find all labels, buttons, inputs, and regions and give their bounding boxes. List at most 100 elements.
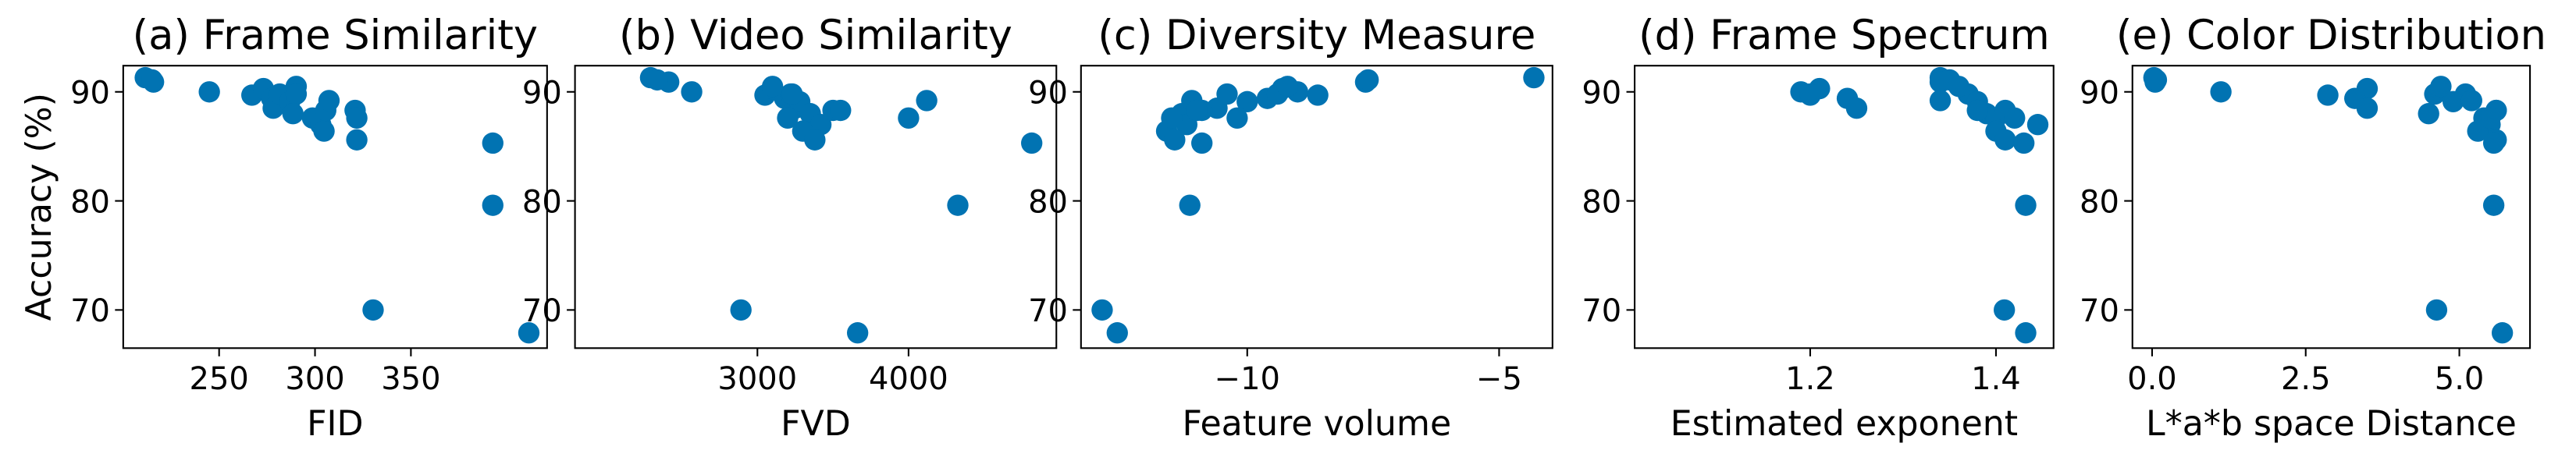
point — [1994, 129, 2016, 151]
panel-title: (e) Color Distribution — [2116, 12, 2546, 59]
point — [804, 129, 826, 151]
point — [1929, 90, 1952, 112]
x-tick-label: 350 — [381, 361, 440, 397]
y-tick-label: 80 — [2080, 184, 2119, 220]
point — [1226, 107, 1248, 129]
point — [761, 76, 784, 98]
point — [313, 120, 335, 142]
panel: 70 80 90 0.0 2.5 5.0 (e) Color Distribution L*a… — [2080, 12, 2546, 444]
y-tick-label: 80 — [70, 184, 110, 220]
panel: 70 80 90 −10 −5 (c) Diversity Measure Feature … — [1028, 12, 1553, 444]
point — [1021, 132, 1043, 154]
point — [2317, 84, 2339, 106]
y-tick-label: 80 — [1582, 184, 1621, 220]
panel-title: (a) Frame Similarity — [133, 12, 538, 59]
point — [1106, 322, 1128, 344]
point — [1276, 76, 1299, 98]
point — [2425, 299, 2448, 321]
x-axis-label: L*a*b space Distance — [2146, 404, 2517, 444]
x-axis-label: FID — [307, 404, 363, 444]
point — [646, 69, 668, 91]
point — [2482, 194, 2505, 216]
y-tick-label: 70 — [522, 293, 562, 329]
point — [2482, 132, 2505, 154]
point — [947, 194, 969, 216]
x-tick-label: −10 — [1215, 361, 1280, 397]
x-tick-label: −5 — [1476, 361, 1522, 397]
panel: 70 80 90 3000 4000 (b) Video Similarity FVD — [522, 12, 1058, 444]
y-tick-label: 90 — [2080, 75, 2119, 111]
point — [846, 322, 869, 344]
point — [777, 107, 799, 129]
point — [1357, 69, 1379, 91]
y-tick-label: 70 — [1028, 293, 1068, 329]
x-axis-label: Feature volume — [1182, 404, 1451, 444]
point — [898, 107, 920, 129]
point — [1186, 99, 1208, 122]
x-axis-label: Estimated exponent — [1670, 404, 2018, 444]
axes-frame — [574, 65, 1058, 349]
point — [781, 83, 803, 105]
point — [830, 99, 852, 122]
point — [916, 90, 938, 112]
x-tick-label: 3000 — [717, 361, 797, 397]
y-tick-label: 70 — [2080, 293, 2119, 329]
point — [2479, 107, 2501, 129]
point — [282, 103, 304, 125]
point — [2356, 98, 2379, 119]
x-tick-label: 300 — [285, 361, 344, 397]
point — [1216, 83, 1238, 105]
x-axis-label: FVD — [781, 404, 851, 444]
y-tick-label: 70 — [70, 293, 110, 329]
point — [1966, 99, 1988, 122]
axes-frame — [122, 65, 548, 349]
point — [2145, 69, 2168, 91]
point — [2418, 103, 2439, 125]
panel-title: (d) Frame Spectrum — [1638, 12, 2050, 59]
panel-title: (b) Video Similarity — [619, 12, 1012, 59]
point — [2015, 322, 2037, 344]
point — [482, 194, 503, 216]
point — [2430, 76, 2452, 98]
y-axis-label: Accuracy (%) — [20, 93, 59, 321]
point — [1164, 129, 1186, 151]
y-tick-label: 70 — [1582, 293, 1621, 329]
x-tick-label: 5.0 — [2435, 361, 2485, 397]
axes-frame — [1634, 65, 2055, 349]
point — [730, 299, 752, 321]
point — [2026, 114, 2049, 136]
point — [2004, 107, 2026, 129]
x-tick-label: 0.0 — [2127, 361, 2177, 397]
point — [1236, 90, 1258, 113]
point — [1993, 299, 2016, 321]
point — [2460, 90, 2482, 112]
point — [1191, 132, 1213, 154]
x-tick-label: 1.4 — [1971, 361, 2021, 397]
point — [681, 81, 703, 103]
point — [285, 83, 308, 105]
point — [141, 69, 163, 91]
point — [1948, 76, 1970, 98]
point — [1845, 98, 1868, 119]
point — [518, 322, 540, 344]
point — [2012, 132, 2035, 154]
point — [362, 299, 384, 321]
x-tick-label: 250 — [190, 361, 249, 397]
y-tick-label: 90 — [1028, 75, 1068, 111]
point — [1799, 83, 1821, 105]
point — [346, 107, 368, 129]
point — [1307, 84, 1329, 106]
y-tick-label: 80 — [1028, 184, 1068, 220]
point — [1161, 107, 1183, 129]
panel-title: (c) Diversity Measure — [1098, 12, 1535, 59]
axes-frame — [2131, 65, 2532, 349]
panel: 70 80 90 1.2 1.4 (d) Frame Spectrum Estimated … — [1582, 12, 2055, 444]
point — [198, 81, 220, 103]
point — [1179, 194, 1201, 216]
point — [482, 132, 503, 154]
point — [2491, 322, 2514, 344]
y-tick-label: 90 — [70, 75, 110, 111]
y-tick-label: 90 — [1582, 75, 1621, 111]
